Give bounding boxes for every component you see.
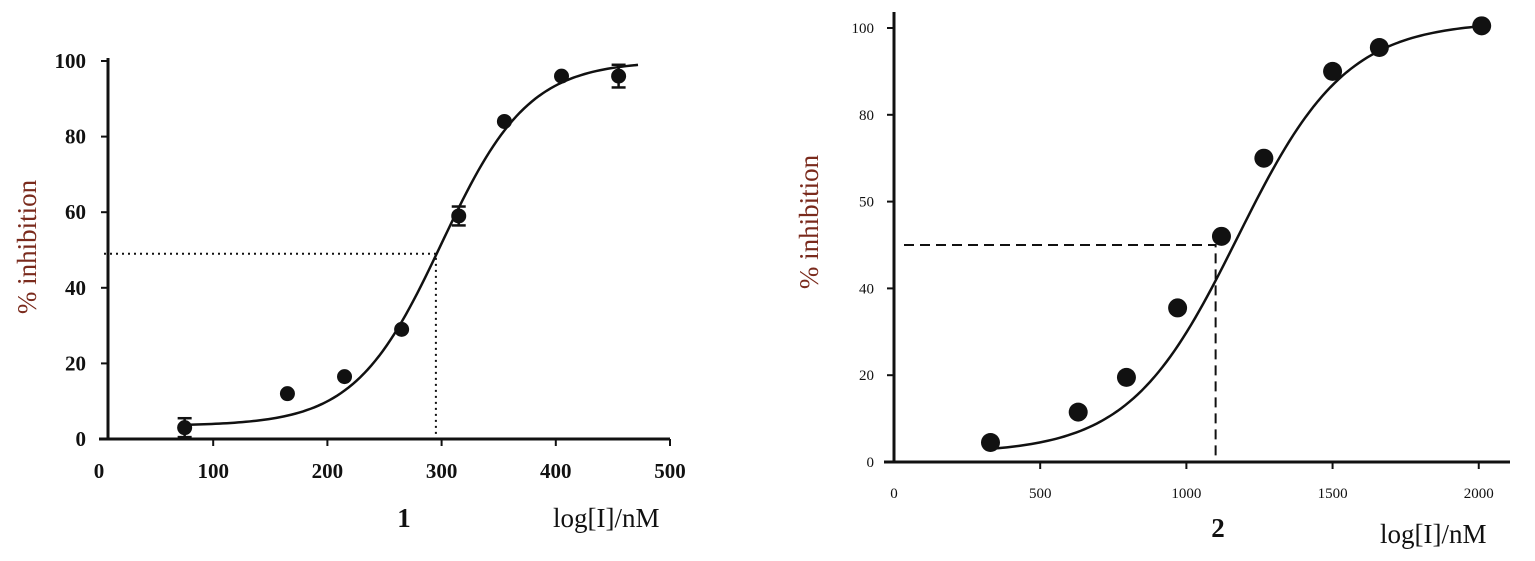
data-point xyxy=(1068,402,1088,422)
chart-panel-2: 0 500 1000 1500 2000 0 20 40 50 80 100 % inhibitio… xyxy=(794,12,1510,549)
chart-panel-1: 0 100 200 300 400 500 0 20 40 60 80 100 % inhibitio… xyxy=(12,49,686,533)
data-point xyxy=(496,113,512,129)
x-tick-label: 1000 xyxy=(1171,486,1201,502)
data-point xyxy=(451,208,467,224)
y-tick-label: 20 xyxy=(65,351,86,375)
y-tick-label: 60 xyxy=(65,200,86,224)
y-tick-label: 20 xyxy=(859,368,874,384)
data-point xyxy=(1211,226,1231,246)
x-tick-label: 500 xyxy=(654,459,686,483)
panel-label-2: 2 xyxy=(1211,513,1225,543)
data-points-1 xyxy=(177,63,627,439)
x-tick-label: 200 xyxy=(312,459,344,483)
y-tick-label: 40 xyxy=(859,281,874,297)
ticks-1: 0 100 200 300 400 500 0 20 40 60 80 100 xyxy=(55,49,686,483)
data-point xyxy=(394,321,410,337)
y-axis-label-2: % inhibition xyxy=(794,154,824,289)
ticks-2: 0 500 1000 1500 2000 0 20 40 50 80 100 xyxy=(852,21,1494,502)
data-point xyxy=(980,432,1000,452)
y-tick-label: 0 xyxy=(867,455,875,471)
data-point xyxy=(611,68,627,84)
x-tick-label: 100 xyxy=(197,459,229,483)
x-tick-label: 500 xyxy=(1029,486,1052,502)
x-tick-label: 1500 xyxy=(1318,486,1348,502)
data-point xyxy=(1323,61,1343,81)
data-point xyxy=(554,68,570,84)
fit-curve-1 xyxy=(181,63,639,427)
data-point xyxy=(1254,148,1274,168)
y-tick-label: 100 xyxy=(852,21,875,37)
y-tick-label: 80 xyxy=(859,108,874,124)
guide-line-2 xyxy=(904,244,1217,462)
y-tick-label: 100 xyxy=(55,49,87,73)
data-point xyxy=(1369,38,1389,58)
y-tick-label: 0 xyxy=(76,427,87,451)
data-point xyxy=(337,369,353,385)
x-tick-label: 0 xyxy=(94,459,105,483)
data-point xyxy=(279,386,295,402)
x-axis-label-1: log[I]/nM xyxy=(553,503,659,533)
y-tick-label: 40 xyxy=(65,276,86,300)
data-point xyxy=(1168,298,1188,318)
ic50-guide-line xyxy=(904,244,1217,462)
data-point xyxy=(1116,367,1136,387)
y-axis-label-1: % inhibition xyxy=(12,179,42,314)
x-tick-label: 300 xyxy=(426,459,458,483)
panel-label-1: 1 xyxy=(397,503,411,533)
fit-curve-2 xyxy=(990,24,1482,451)
y-tick-label: 80 xyxy=(65,125,86,149)
data-point xyxy=(177,420,193,436)
data-point xyxy=(1472,16,1492,36)
x-tick-label: 400 xyxy=(540,459,572,483)
data-points-2 xyxy=(980,16,1492,452)
x-tick-label: 2000 xyxy=(1464,486,1494,502)
x-axis-label-2: log[I]/nM xyxy=(1380,519,1486,549)
x-tick-label: 0 xyxy=(890,486,898,502)
y-tick-label: 50 xyxy=(859,195,874,211)
